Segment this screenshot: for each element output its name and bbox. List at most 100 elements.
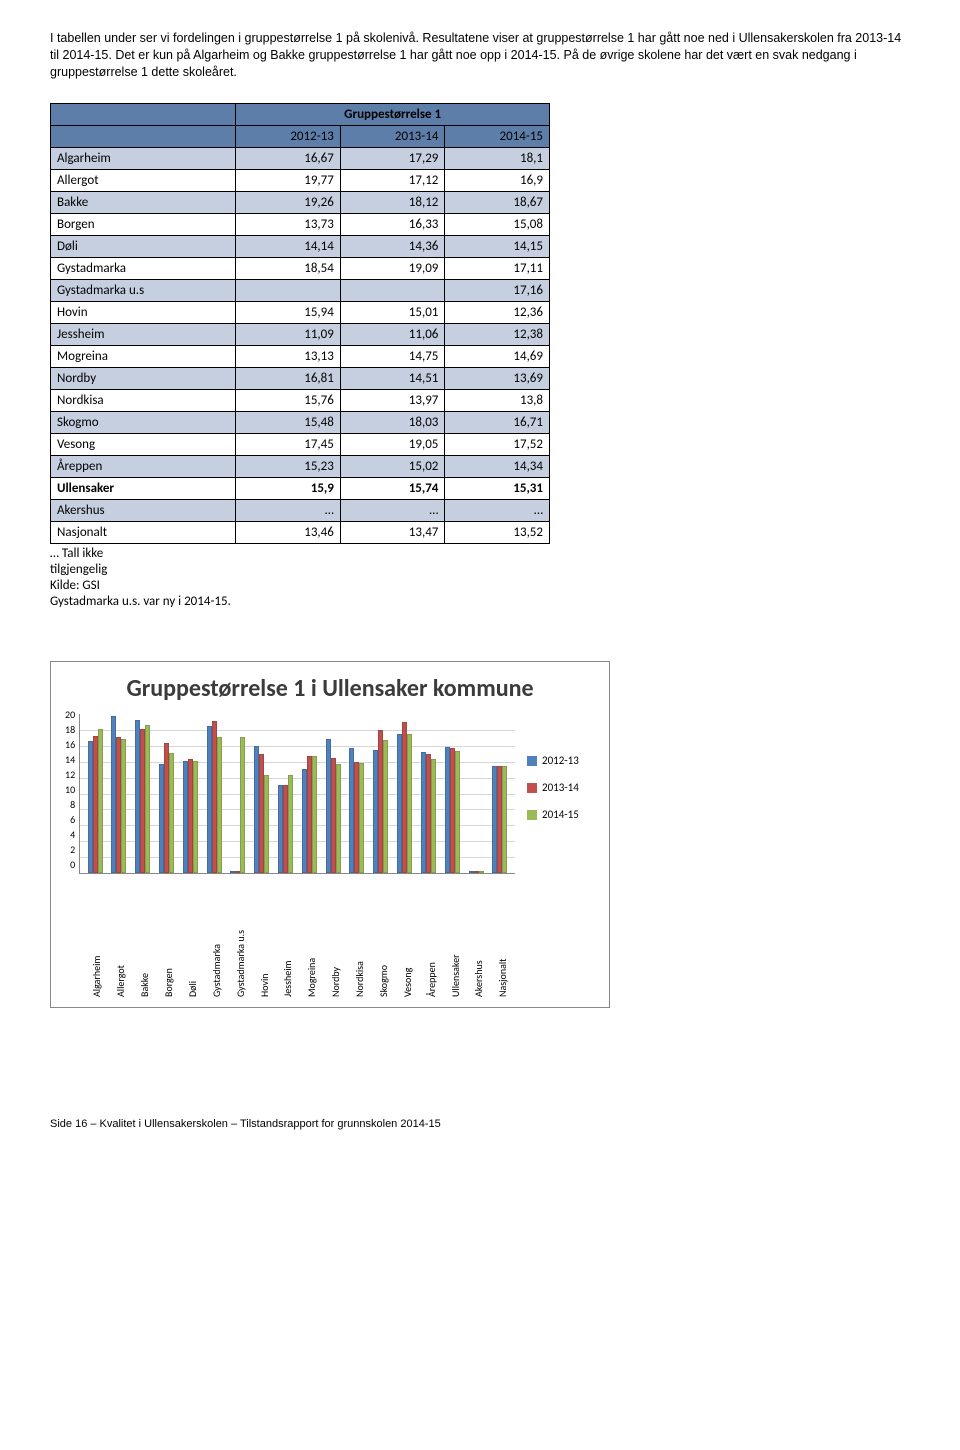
bars-container [80, 714, 515, 873]
bar [336, 764, 341, 873]
y-tick-label: 6 [65, 815, 75, 825]
x-tick-label: Jessheim [279, 877, 296, 997]
row-value: 15,01 [340, 301, 445, 323]
row-label: Bakke [51, 191, 236, 213]
row-value [236, 279, 341, 301]
bar-group [159, 714, 174, 873]
plot-area [79, 714, 515, 874]
bar-group [230, 714, 245, 873]
x-tick-label: Allergot [112, 877, 129, 997]
x-tick-label: Nasjonalt [494, 877, 511, 997]
legend-label: 2012-13 [542, 754, 579, 767]
bar-group [254, 714, 269, 873]
y-tick-label: 0 [65, 860, 75, 870]
row-value: 19,77 [236, 169, 341, 191]
table-row: Akershus……… [51, 499, 550, 521]
y-axis: 20181614121086420 [65, 714, 79, 874]
row-value: 16,81 [236, 367, 341, 389]
row-label: Nordby [51, 367, 236, 389]
x-tick-label: Vesong [399, 877, 416, 997]
x-tick-label: Algarheim [88, 877, 105, 997]
x-tick-label: Åreppen [423, 877, 440, 997]
intro-paragraph: I tabellen under ser vi fordelingen i gr… [50, 30, 910, 81]
row-value: 18,12 [340, 191, 445, 213]
bar [98, 729, 103, 873]
row-value: 15,08 [445, 213, 550, 235]
row-value: 11,09 [236, 323, 341, 345]
row-label: Gystadmarka u.s [51, 279, 236, 301]
row-value: 19,05 [340, 433, 445, 455]
x-tick-label: Ullensaker [447, 877, 464, 997]
row-value: 19,09 [340, 257, 445, 279]
bar-group [373, 714, 388, 873]
x-tick-label: Hovin [256, 877, 273, 997]
row-value: 15,94 [236, 301, 341, 323]
row-label: Allergot [51, 169, 236, 191]
row-value: 11,06 [340, 323, 445, 345]
y-tick-label: 16 [65, 740, 75, 750]
row-label: Åreppen [51, 455, 236, 477]
table-row: Ullensaker15,915,7415,31 [51, 477, 550, 499]
row-value: 15,31 [445, 477, 550, 499]
table-row: Gystadmarka18,5419,0917,11 [51, 257, 550, 279]
row-value: 14,69 [445, 345, 550, 367]
row-label: Nasjonalt [51, 521, 236, 543]
row-value: 18,54 [236, 257, 341, 279]
row-label: Hovin [51, 301, 236, 323]
row-label: Algarheim [51, 147, 236, 169]
table-row: Nasjonalt13,4613,4713,52 [51, 521, 550, 543]
x-tick-label: Akershus [470, 877, 487, 997]
x-tick-label: Borgen [160, 877, 177, 997]
row-value: 19,26 [236, 191, 341, 213]
table-row: Skogmo15,4818,0316,71 [51, 411, 550, 433]
table-column-header-row: 2012-13 2013-14 2014-15 [51, 125, 550, 147]
bar-group [135, 714, 150, 873]
bar-group [302, 714, 317, 873]
row-label: Gystadmarka [51, 257, 236, 279]
table-title-row: Gruppestørrelse 1 [51, 103, 550, 125]
row-value: 17,45 [236, 433, 341, 455]
row-value: 18,1 [445, 147, 550, 169]
row-value: 16,33 [340, 213, 445, 235]
chart-legend: 2012-132013-142014-15 [515, 714, 595, 835]
bar-group [207, 714, 222, 873]
row-value: 14,51 [340, 367, 445, 389]
row-label: Døli [51, 235, 236, 257]
row-value: 15,9 [236, 477, 341, 499]
table-footnotes: … Tall ikketilgjengeligKilde: GSIGystadm… [50, 546, 550, 611]
table-title-blank [51, 103, 236, 125]
bar [288, 775, 293, 873]
row-label: Jessheim [51, 323, 236, 345]
table-row: Nordkisa15,7613,9713,8 [51, 389, 550, 411]
x-tick-label: Skogmo [375, 877, 392, 997]
row-value: 13,47 [340, 521, 445, 543]
legend-item: 2012-13 [527, 754, 595, 767]
x-tick-label: Gystadmarka u.s [232, 877, 249, 997]
row-value: … [340, 499, 445, 521]
legend-swatch-icon [527, 756, 537, 766]
legend-swatch-icon [527, 810, 537, 820]
row-value: 13,13 [236, 345, 341, 367]
bar-group [349, 714, 364, 873]
y-tick-label: 12 [65, 770, 75, 780]
row-value: 13,8 [445, 389, 550, 411]
bar [502, 766, 507, 873]
row-value: 17,29 [340, 147, 445, 169]
x-tick-label: Nordkisa [351, 877, 368, 997]
row-value: 14,15 [445, 235, 550, 257]
row-label: Nordkisa [51, 389, 236, 411]
bar [312, 756, 317, 873]
x-tick-label: Døli [184, 877, 201, 997]
col-y2: 2013-14 [340, 125, 445, 147]
row-value: 13,52 [445, 521, 550, 543]
bar [407, 734, 412, 873]
y-tick-label: 18 [65, 725, 75, 735]
bar-group [445, 714, 460, 873]
table-row: Nordby16,8114,5113,69 [51, 367, 550, 389]
row-label: Mogreina [51, 345, 236, 367]
bar-group [397, 714, 412, 873]
row-value: 15,74 [340, 477, 445, 499]
row-label: Ullensaker [51, 477, 236, 499]
x-tick-label: Nordby [327, 877, 344, 997]
row-label: Akershus [51, 499, 236, 521]
